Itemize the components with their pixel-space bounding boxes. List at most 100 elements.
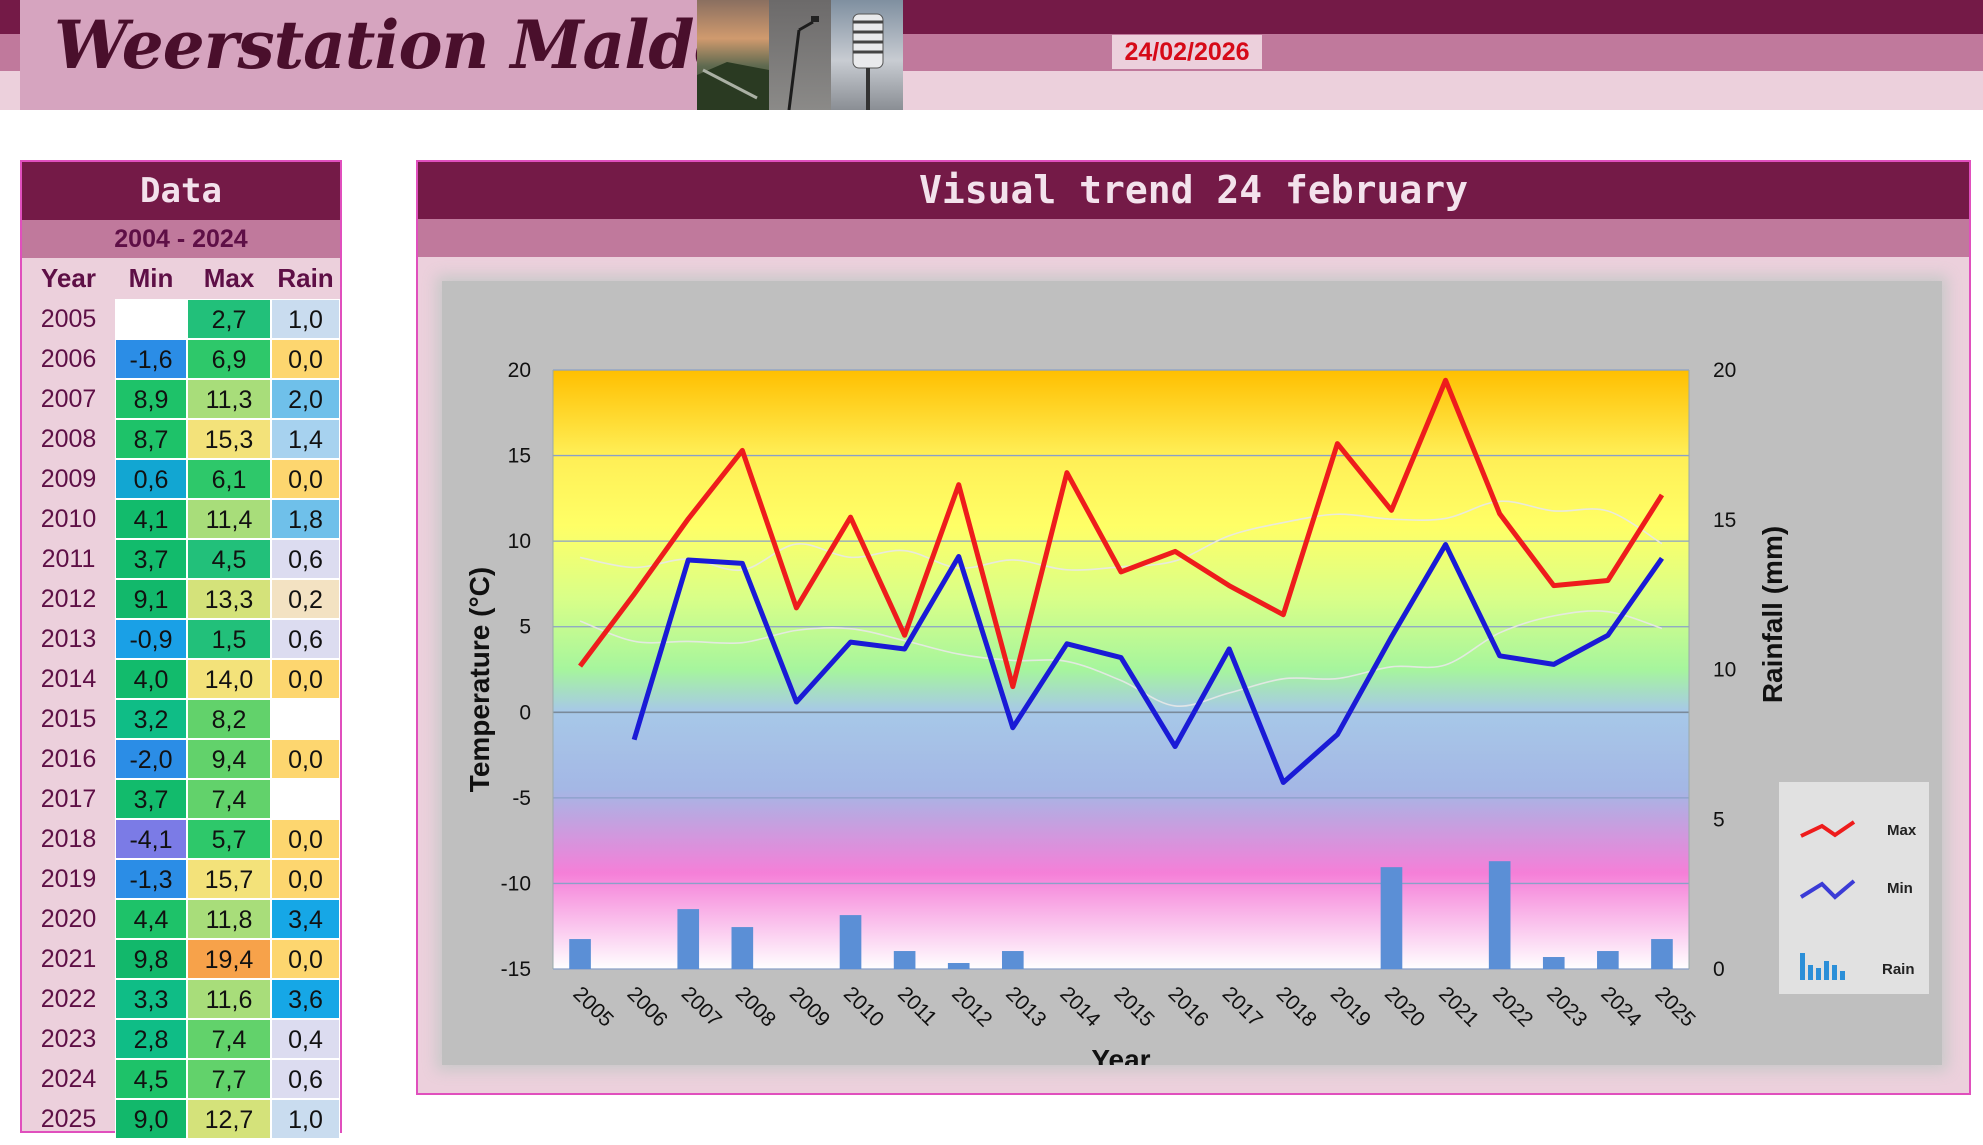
mast-photo-image [787,16,819,110]
station-photo-sunset [697,0,769,110]
x-tick-label: 2013 [1001,982,1050,1031]
cell-min: 4,1 [115,499,187,539]
cell-min: 3,7 [115,779,187,819]
rain-bar [731,927,754,969]
cell-min: 8,9 [115,379,187,419]
rain-bar [839,915,862,969]
cell-max: 15,3 [187,419,271,459]
table-row: 2019 -1,3 15,7 0,0 [22,859,340,899]
cell-rain: 0,0 [271,339,340,379]
rain-bar [1651,939,1673,969]
cell-year: 2021 [40,945,97,973]
cell-min: 3,7 [115,539,187,579]
screen-photo-image [852,13,884,110]
current-date: 24/02/2026 [1112,35,1262,69]
y-axis-title: Temperature (°C) [464,567,495,792]
chart-panel: Visual trend 24 february -15 -10 -5 0 5 10 15 2… [416,160,1971,1095]
x-tick-label: 2009 [785,982,834,1031]
cell-year: 2008 [40,425,97,453]
cell-max: 19,4 [187,939,271,979]
column-header-rain: Rain [277,263,334,293]
table-row: 2009 0,6 6,1 0,0 [22,459,340,499]
y-tick-label: -15 [501,958,531,981]
cell-year: 2015 [40,705,97,733]
y-tick-label: -5 [512,787,531,810]
legend-min-line-icon [1799,879,1856,900]
cell-year: 2017 [40,785,97,813]
legend-max-line-icon [1800,820,1856,838]
x-tick-label: 2015 [1109,982,1158,1031]
x-tick-label: 2025 [1650,982,1699,1031]
cell-min: 9,0 [115,1099,187,1139]
x-tick-label: 2019 [1326,982,1375,1031]
y-tick-label: 0 [519,701,531,724]
cell-min: 3,2 [115,699,187,739]
y-tick-label: -10 [501,872,531,895]
cell-max: 11,8 [187,899,271,939]
cell-rain: 2,0 [271,379,340,419]
y2-tick-label: 5 [1713,808,1725,831]
y-tick-label: 15 [508,445,531,468]
max-temperature-line [578,377,1665,690]
cell-min: 2,8 [115,1019,187,1059]
table-row: 2015 3,2 8,2 [22,699,340,739]
legend-max-label: Max [1887,822,1917,839]
cell-max: 2,7 [187,299,271,339]
table-row: 2021 9,8 19,4 0,0 [22,939,340,979]
y2-tick-label: 20 [1713,359,1736,382]
table-row: 2012 9,1 13,3 0,2 [22,579,340,619]
cell-max: 11,6 [187,979,271,1019]
x-tick-label: 2021 [1434,982,1483,1031]
min-temperature-line [631,542,1664,785]
cell-rain: 3,6 [271,979,340,1019]
cell-rain: 0,6 [271,539,340,579]
trend-curve [579,610,1663,707]
cell-min: 4,0 [115,659,187,699]
cell-year: 2024 [40,1065,97,1093]
cell-max: 6,1 [187,459,271,499]
cell-min: 3,3 [115,979,187,1019]
cell-year: 2009 [40,465,97,493]
table-row: 2020 4,4 11,8 3,4 [22,899,340,939]
cell-rain: 1,0 [271,1099,340,1139]
x-tick-label: 2014 [1055,982,1105,1032]
rain-bar [1542,957,1565,969]
x-tick-label: 2008 [731,982,780,1031]
cell-year: 2023 [40,1025,97,1053]
x-tick-label: 2017 [1218,982,1267,1031]
x-tick-label: 2011 [893,982,941,1030]
cell-rain: 0,6 [271,619,340,659]
y-tick-label: 20 [508,359,531,382]
cell-max: 13,3 [187,579,271,619]
cell-year: 2012 [40,585,97,613]
cell-max: 11,3 [187,379,271,419]
cell-year: 2022 [40,985,97,1013]
cell-max: 4,5 [187,539,271,579]
cell-max: 11,4 [187,499,271,539]
cell-max: 15,7 [187,859,271,899]
rain-bar [569,939,591,969]
station-photo-screen [831,0,903,110]
x-tick-label: 2006 [623,982,672,1031]
data-table-title: Data [22,162,340,220]
cell-year: 2019 [40,865,97,893]
cell-max: 7,7 [187,1059,271,1099]
cell-min: 8,7 [115,419,187,459]
table-row: 2013 -0,9 1,5 0,6 [22,619,340,659]
cell-rain: 1,8 [271,499,340,539]
legend-rain-label: Rain [1882,961,1915,978]
cell-min: 0,6 [115,459,187,499]
cell-min: -1,3 [115,859,187,899]
chart-panel-title: Visual trend 24 february [418,162,1969,219]
cell-year: 2020 [40,905,97,933]
table-row: 2018 -4,1 5,7 0,0 [22,819,340,859]
y2-axis-title: Rainfall (mm) [1757,526,1788,703]
y2-tick-label: 0 [1713,958,1725,981]
cell-year: 2007 [40,385,97,413]
cell-min: -0,9 [115,619,187,659]
x-tick-label: 2005 [569,982,618,1031]
cell-min: 9,1 [115,579,187,619]
column-header-year: Year [41,263,96,293]
cell-max: 12,7 [187,1099,271,1139]
